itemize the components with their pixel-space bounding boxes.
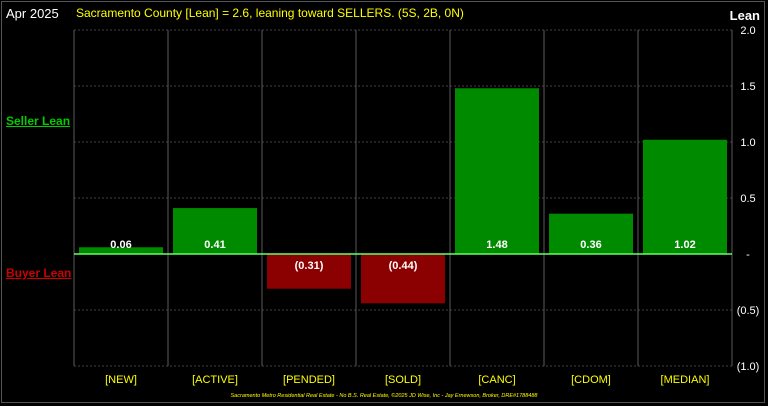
bar-new xyxy=(79,247,163,254)
value-label: (0.44) xyxy=(389,260,418,272)
value-label: 1.48 xyxy=(486,239,507,251)
bar-pended xyxy=(267,254,351,289)
value-label: 1.02 xyxy=(674,239,695,251)
category-label: [SOLD] xyxy=(385,374,421,386)
chart-title: Sacramento County [Lean] = 2.6, leaning … xyxy=(76,6,464,20)
y-tick-label: 1.0 xyxy=(740,137,755,149)
category-label: [NEW] xyxy=(105,374,137,386)
buyer-lean-label: Buyer Lean xyxy=(6,266,72,280)
category-label: [ACTIVE] xyxy=(192,374,238,386)
y-tick-label: 1.5 xyxy=(740,81,755,93)
category-label: [PENDED] xyxy=(283,374,335,386)
value-label: (0.31) xyxy=(295,260,324,272)
y-tick-label: 0.5 xyxy=(740,193,755,205)
bar-median xyxy=(643,139,727,254)
category-label: [CDOM] xyxy=(571,374,611,386)
value-label: 0.41 xyxy=(204,239,225,251)
category-label: [MEDIAN] xyxy=(661,374,710,386)
y-tick-label: 2.0 xyxy=(740,25,755,37)
y-tick-label: (1.0) xyxy=(737,361,760,373)
y-axis-title: Lean xyxy=(729,8,760,23)
bar-active xyxy=(173,208,257,254)
bar-cdom xyxy=(549,213,633,254)
value-label: 0.06 xyxy=(110,239,131,251)
value-label: 0.36 xyxy=(580,239,601,251)
y-tick-label: (0.5) xyxy=(737,305,760,317)
category-label: [CANC] xyxy=(478,374,515,386)
bar-canc xyxy=(455,88,539,255)
bar-sold xyxy=(361,254,445,304)
footer-credit: Sacramento Metro Residential Real Estate… xyxy=(230,393,538,399)
y-tick-label: - xyxy=(746,249,750,261)
seller-lean-label: Seller Lean xyxy=(6,114,71,128)
period-label: Apr 2025 xyxy=(6,6,59,21)
